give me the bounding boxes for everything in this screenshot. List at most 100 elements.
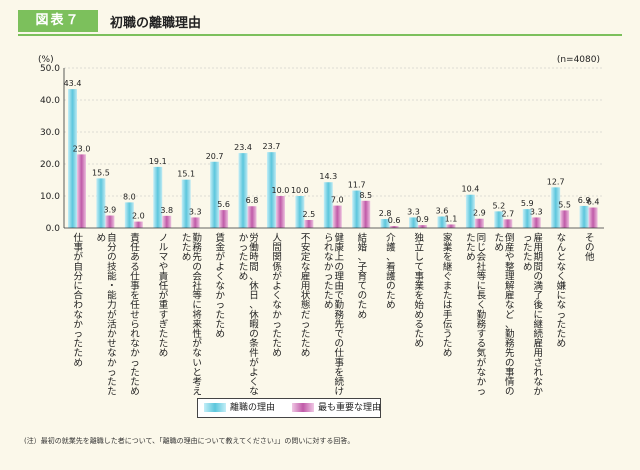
legend-item-reason: 離職の理由: [204, 401, 275, 415]
bar-reason: [551, 187, 561, 228]
data-label-reason: 15.5: [92, 168, 110, 177]
data-label-main-reason: 2.0: [132, 212, 145, 221]
data-label-main-reason: 23.0: [73, 144, 91, 153]
bar-main-reason: [304, 220, 314, 228]
x-category-label: 責任ある仕事を任せられなかったため: [130, 232, 140, 398]
bar-main-reason: [219, 210, 229, 228]
bar-reason: [238, 153, 248, 228]
data-label-reason: 23.4: [234, 143, 252, 152]
bar-main-reason: [332, 205, 342, 228]
bar-reason: [380, 219, 390, 228]
data-label-reason: 10.0: [291, 186, 309, 195]
data-label-reason: 15.1: [177, 170, 195, 179]
y-tick-label: 30.0: [40, 128, 60, 138]
x-category-label: 勤務先の会社等に将来性がないと考えたため: [182, 232, 203, 398]
bar-main-reason: [133, 221, 143, 228]
bar-reason: [522, 209, 532, 228]
bar-main-reason: [503, 219, 513, 228]
data-label-main-reason: 2.7: [501, 209, 514, 218]
y-unit-label: (%): [38, 55, 54, 65]
bar-main-reason: [361, 200, 371, 228]
bar-reason: [352, 190, 362, 228]
bar-main-reason: [418, 225, 428, 228]
bar-main-reason: [474, 218, 484, 228]
data-label-main-reason: 6.8: [246, 196, 259, 205]
data-label-main-reason: 8.5: [359, 191, 372, 200]
footnote: (注）最初の就業先を離職した者について、「離職の理由について教えてください」」の…: [24, 437, 355, 445]
data-label-main-reason: 0.9: [416, 215, 429, 224]
y-tick-label: 40.0: [40, 96, 60, 106]
x-category-label: 倒産や整理解雇など、勤務先の事情のため: [495, 232, 516, 398]
data-label-reason: 10.4: [461, 185, 479, 194]
data-label-main-reason: 5.5: [558, 200, 571, 209]
x-category-label: 不安定な雇用状態だったため: [301, 233, 311, 359]
data-label-main-reason: 3.3: [189, 207, 202, 216]
legend-label-main-reason: 最も重要な理由: [318, 403, 382, 413]
x-category-label: その他: [585, 233, 595, 263]
data-label-reason: 2.8: [379, 209, 392, 218]
data-label-reason: 8.0: [123, 192, 136, 201]
x-category-label: ノルマや責任が重すぎたため: [159, 233, 169, 359]
bar-reason: [210, 161, 220, 228]
data-label-reason: 11.7: [348, 181, 366, 190]
title-underline: [18, 34, 622, 36]
legend-item-main-reason: 最も重要な理由: [292, 401, 381, 415]
bar-main-reason: [247, 206, 257, 228]
data-label-main-reason: 6.4: [587, 198, 600, 207]
legend-swatch-main-reason: [292, 403, 314, 412]
legend-swatch-reason: [204, 403, 226, 412]
figure-tag: 図表７: [18, 10, 98, 32]
bar-reason: [96, 178, 106, 228]
data-label-main-reason: 5.6: [217, 200, 230, 209]
data-label-main-reason: 3.3: [530, 207, 543, 216]
x-category-label: なんとなく嫌になったため: [557, 233, 567, 350]
bar-reason: [295, 196, 305, 228]
y-tick-label: 50.0: [40, 64, 60, 74]
x-category-label: 仕事が自分に合わなかったため: [73, 232, 83, 369]
x-category-label: 自分の技能・能力が活かせなかったため: [97, 232, 118, 398]
bar-main-reason: [162, 215, 172, 228]
bar-reason: [266, 152, 276, 228]
bar-main-reason: [446, 224, 456, 228]
bar-reason: [181, 179, 191, 228]
legend: 離職の理由 最も重要な理由: [197, 398, 381, 418]
bar-main-reason: [531, 217, 541, 228]
x-category-label: 同じ会社等に長く勤務する気がなかったため: [466, 233, 487, 398]
data-label-main-reason: 3.9: [104, 206, 117, 215]
y-tick-label: 10.0: [40, 192, 60, 202]
data-label-main-reason: 0.6: [388, 216, 401, 225]
data-label-main-reason: 3.8: [160, 206, 173, 215]
x-category-label: 労働時間、休日、休暇の条件がよくなかったため: [239, 232, 260, 398]
bar-reason: [494, 211, 504, 228]
x-category-label: 介護、看護のため: [386, 233, 396, 311]
y-tick-label: 0.0: [46, 224, 61, 234]
x-category-label: 家業を継ぐまたは手伝うため: [443, 232, 453, 359]
data-label-reason: 5.9: [521, 199, 534, 208]
bar-reason: [579, 205, 589, 228]
bar-reason: [323, 182, 333, 228]
data-label-reason: 43.4: [64, 79, 82, 88]
data-label-reason: 6.9: [578, 196, 591, 205]
data-label-reason: 20.7: [206, 152, 224, 161]
bar-reason: [68, 89, 77, 229]
data-label-main-reason: 2.5: [303, 210, 316, 219]
sample-size-label: (n=4080): [557, 55, 600, 65]
data-label-main-reason: 7.0: [331, 196, 344, 205]
data-label-reason: 5.2: [492, 201, 505, 210]
bar-reason: [153, 166, 163, 228]
x-category-label: 独立して事業を始めるため: [415, 232, 425, 350]
legend-label-reason: 離職の理由: [230, 403, 276, 413]
x-category-label: 結婚、子育てのため: [358, 232, 368, 321]
data-label-reason: 3.6: [436, 206, 449, 215]
data-label-main-reason: 10.0: [272, 186, 290, 195]
data-label-reason: 19.1: [149, 157, 167, 166]
bar-reason: [437, 216, 447, 228]
bar-main-reason: [588, 207, 598, 228]
bar-reason: [409, 217, 419, 228]
data-label-main-reason: 1.1: [445, 214, 458, 223]
bar-main-reason: [560, 210, 570, 228]
y-tick-label: 20.0: [40, 160, 60, 170]
bar-main-reason: [190, 217, 200, 228]
bar-main-reason: [105, 215, 115, 228]
